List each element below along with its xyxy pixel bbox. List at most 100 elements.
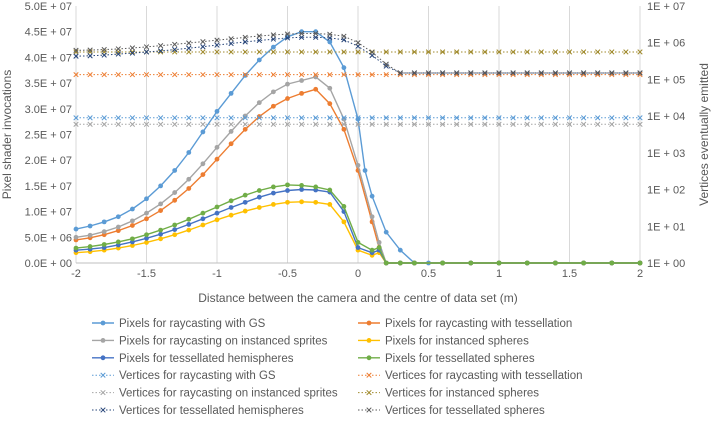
data-point [623, 121, 629, 127]
data-point [298, 71, 305, 78]
data-point [130, 243, 135, 248]
data-point [129, 121, 136, 127]
data-point [271, 190, 276, 196]
data-point [298, 115, 305, 121]
data-point [369, 214, 375, 220]
left-y-tick-label: 2.0E + 07 [25, 155, 72, 167]
data-point [129, 49, 136, 55]
data-point [313, 71, 319, 78]
data-point [298, 34, 305, 41]
data-point [595, 121, 601, 127]
data-point [538, 115, 544, 121]
x-tick-label: -2 [71, 268, 81, 280]
data-point [285, 188, 290, 193]
data-point [341, 65, 347, 71]
legend-item: Vertices for raycasting on instanced spr… [92, 388, 338, 400]
data-point [87, 223, 93, 229]
data-point [313, 30, 319, 37]
data-point [101, 242, 107, 247]
data-point [397, 121, 403, 127]
data-point [285, 199, 290, 205]
data-point [439, 121, 446, 127]
data-point [172, 121, 178, 127]
data-point [73, 234, 79, 240]
data-point [172, 168, 178, 173]
data-point [341, 49, 347, 55]
data-point [327, 31, 333, 37]
data-point [355, 49, 361, 55]
data-point [623, 115, 629, 121]
data-point [366, 389, 372, 396]
data-point [172, 222, 178, 228]
data-point [228, 36, 234, 42]
data-point [115, 228, 121, 234]
data-point [144, 210, 149, 216]
data-point [73, 47, 79, 53]
data-point [200, 38, 206, 45]
data-point [397, 115, 403, 121]
data-point [242, 208, 248, 214]
data-point [454, 121, 460, 127]
series-9 [73, 121, 643, 127]
data-point [553, 260, 558, 266]
x-tick-label: -1 [212, 268, 222, 280]
data-point [440, 260, 445, 266]
data-point [327, 49, 333, 55]
data-point [524, 115, 530, 121]
data-point [341, 115, 347, 121]
data-point [366, 355, 372, 361]
data-point [228, 205, 234, 210]
data-point [200, 121, 206, 127]
legend-item: Pixels for raycasting with GS [92, 318, 266, 330]
data-point [439, 115, 446, 121]
data-point [242, 71, 248, 78]
data-point [468, 115, 474, 121]
series-line [75, 184, 640, 264]
data-point [100, 372, 106, 378]
legend-label: Pixels for tessellated spheres [385, 353, 535, 365]
data-point [637, 260, 643, 266]
data-point [623, 49, 629, 55]
data-point [298, 49, 305, 55]
data-point [341, 219, 347, 225]
data-point [242, 115, 248, 121]
data-point [228, 141, 234, 147]
data-point [100, 338, 106, 343]
legend-item: Pixels for instanced spheres [358, 335, 529, 347]
data-point [637, 70, 643, 76]
data-point [383, 49, 389, 55]
left-y-axis-title: Pixel shader invocations [0, 70, 14, 199]
left-y-tick-label: 2.5E + 07 [25, 130, 72, 142]
data-point [299, 78, 304, 83]
data-point [172, 232, 178, 238]
data-point [158, 201, 164, 207]
data-point [186, 186, 192, 191]
x-tick-label: 1 [496, 268, 502, 280]
data-point [482, 115, 488, 121]
data-point [524, 49, 530, 55]
data-point [313, 199, 319, 205]
data-point [186, 227, 192, 233]
data-point [496, 121, 502, 127]
data-point [299, 199, 304, 205]
data-point [609, 121, 615, 127]
data-point [172, 197, 178, 203]
data-point [468, 121, 474, 127]
data-point [172, 46, 178, 53]
data-point [366, 407, 372, 413]
data-point [299, 187, 304, 192]
data-point [101, 52, 107, 58]
data-point [101, 121, 107, 127]
data-point [412, 260, 417, 266]
left-y-tick-label: 0.0E + 00 [25, 258, 72, 270]
data-point [214, 156, 220, 162]
left-y-tick-label: 5.0E + 06 [25, 232, 72, 244]
data-point [115, 71, 121, 78]
data-point [200, 210, 206, 216]
data-point [327, 115, 333, 121]
data-point [468, 260, 474, 266]
data-point [87, 47, 93, 53]
x-axis-title: Distance between the camera and the cent… [198, 291, 518, 305]
data-point [256, 57, 262, 63]
data-point [355, 115, 361, 121]
